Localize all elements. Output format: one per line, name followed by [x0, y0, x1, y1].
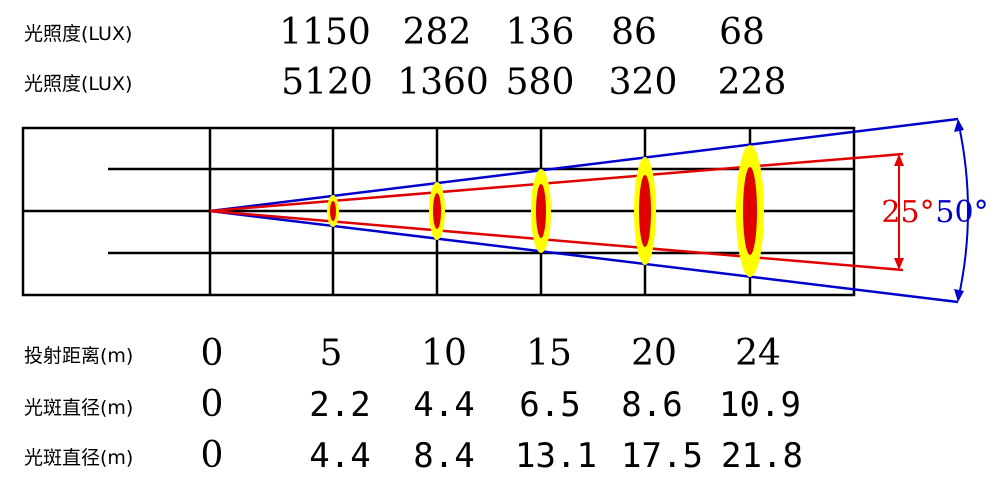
distance-value: 24 [735, 333, 781, 374]
row-label-spot-diameter-2: 光斑直径(m) [24, 447, 133, 469]
illuminance-1-value: 1150 [279, 12, 371, 53]
spot-diameter-1-value: 10.9 [719, 385, 801, 425]
illuminance-1-value: 136 [506, 12, 575, 53]
distance-value: 15 [526, 333, 572, 374]
distance-value: 0 [201, 333, 224, 374]
row-label-distance: 投射距离(m) [24, 345, 133, 367]
wide-angle-arc [957, 120, 969, 301]
illuminance-1-value: 282 [403, 12, 472, 53]
spot-diameter-2-value: 8.4 [413, 436, 474, 476]
spot-diameter-2-value: 4.4 [309, 436, 370, 476]
spot-diameter-2-value: 21.8 [721, 436, 803, 476]
spot-inner [536, 184, 546, 238]
illuminance-2-value: 320 [609, 62, 678, 103]
illuminance-2-value: 580 [506, 62, 575, 103]
wide-beam-edge [209, 117, 959, 213]
spot-diameter-2-value: 13.1 [515, 436, 597, 476]
narrow-beam-edge [209, 152, 904, 213]
spot-diameter-1-value: 4.4 [413, 385, 474, 425]
spot-inner [639, 175, 651, 247]
spot-diameter-1-value: 6.5 [519, 385, 580, 425]
distance-value: 10 [421, 333, 467, 374]
light-spots [327, 145, 764, 277]
narrow-angle-marker: 25° [881, 154, 935, 270]
illuminance-1-value: 68 [719, 12, 765, 53]
illuminance-2-value: 228 [718, 62, 787, 103]
illuminance-2-value: 5120 [281, 62, 373, 103]
illuminance-1-value: 86 [611, 12, 657, 53]
arrow-down-icon [894, 258, 904, 270]
narrow-angle-label: 25° [881, 195, 934, 230]
distance-value: 20 [631, 333, 677, 374]
wide-beam-edge [209, 209, 959, 304]
row-label-spot-diameter-1: 光斑直径(m) [24, 397, 133, 419]
wide-angle-marker: 50° [935, 119, 989, 302]
narrow-beam-edge [209, 209, 904, 272]
spot-diameter-1-value: 2.2 [309, 385, 370, 425]
illuminance-2-value: 1360 [397, 62, 489, 103]
spot-diameter-1-value: 8.6 [621, 385, 682, 425]
spot-inner [330, 201, 336, 221]
distance-value: 5 [320, 333, 343, 374]
spot-diameter-2-value: 0 [201, 435, 224, 476]
wide-angle-label: 50° [935, 195, 988, 230]
row-label-illuminance-2: 光照度(LUX) [24, 73, 132, 95]
spot-inner [433, 193, 441, 229]
row-label-illuminance-1: 光照度(LUX) [24, 23, 132, 45]
spot-inner [743, 167, 757, 255]
arrow-up-icon [954, 119, 964, 132]
spot-diameter-1-value: 0 [201, 384, 224, 425]
arrow-up-icon [894, 154, 904, 166]
arrow-down-icon [954, 289, 964, 302]
spot-diameter-2-value: 17.5 [621, 436, 703, 476]
